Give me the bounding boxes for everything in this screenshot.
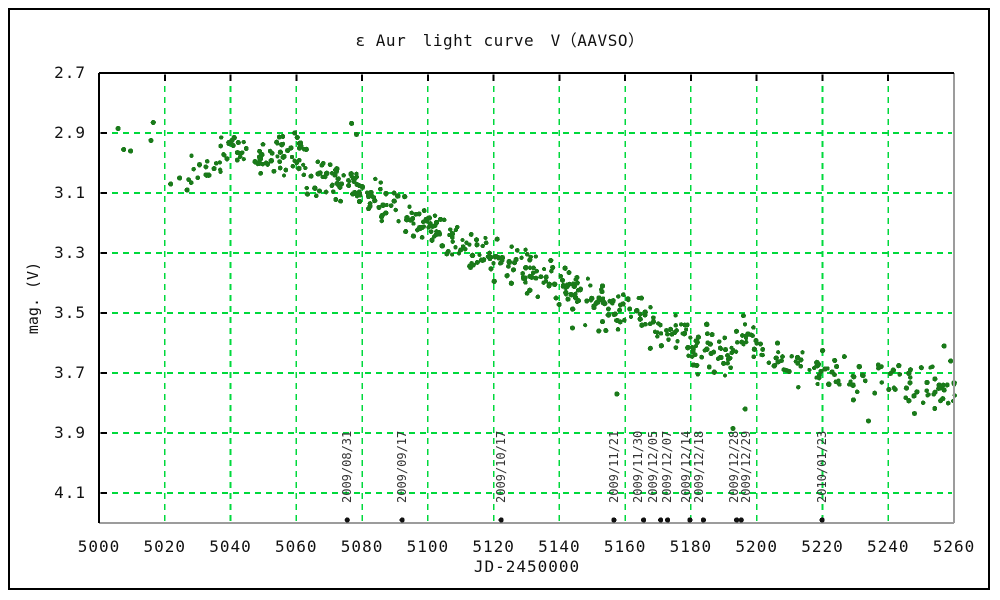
scatter-points (115, 119, 957, 432)
date-annotation-label: 2009/10/17 (494, 430, 509, 503)
y-axis-title: mag. (V) (24, 261, 42, 335)
window-border (8, 8, 990, 590)
date-annotation-label: 2009/12/05 (646, 430, 661, 503)
x-tick-label: 5260 (932, 537, 976, 556)
plot-area (98, 72, 957, 524)
y-tick-label: 3.1 (54, 183, 86, 202)
x-tick-label: 5180 (669, 537, 713, 556)
date-marker-dot (498, 517, 504, 523)
date-annotation-label: 2009/12/29 (738, 430, 753, 503)
x-axis-title: JD-2450000 (473, 557, 581, 576)
y-tick-label: 4.1 (54, 483, 86, 502)
date-annotation-label: 2009/12/18 (692, 430, 707, 503)
x-tick-label: 5240 (866, 537, 910, 556)
y-tick-label: 3.3 (54, 243, 86, 262)
date-marker-dot (658, 517, 664, 523)
date-annotation-label: 2009/08/31 (340, 430, 355, 503)
date-marker-dot (819, 517, 825, 523)
date-marker-dot (399, 517, 405, 523)
x-tick-label: 5100 (406, 537, 450, 556)
date-marker-dot (640, 517, 647, 523)
x-tick-label: 5120 (472, 537, 515, 556)
date-marker-dot (700, 517, 707, 523)
y-tick-label: 2.9 (54, 123, 86, 142)
y-tick-label: 3.7 (54, 363, 86, 382)
x-tick-label: 5040 (209, 537, 252, 556)
plot-border (98, 72, 955, 524)
x-tick-label: 5160 (603, 537, 647, 556)
date-annotation-label: 2009/09/17 (395, 430, 410, 503)
grid-lines (101, 75, 952, 521)
date-annotation-label: 2009/11/21 (606, 430, 621, 503)
x-tick-label: 5200 (735, 537, 778, 556)
x-tick-label: 5140 (538, 537, 581, 556)
axis-ticks (100, 74, 890, 494)
date-marker-dot (611, 517, 617, 523)
x-tick-label: 5060 (275, 537, 318, 556)
date-marker-dot (664, 517, 671, 523)
date-markers (344, 517, 825, 523)
date-marker-dot (738, 517, 744, 523)
x-tick-label: 5000 (77, 537, 121, 556)
x-tick-label: 5020 (143, 537, 187, 556)
date-marker-dot (734, 517, 740, 523)
date-marker-dot (344, 517, 350, 523)
x-tick-label: 5220 (801, 537, 844, 556)
date-annotation-label: 2010/01/23 (815, 430, 830, 503)
date-marker-dot (687, 517, 693, 523)
date-annotation-label: 2009/11/30 (631, 430, 646, 503)
y-tick-label: 2.7 (54, 63, 86, 82)
y-tick-label: 3.9 (54, 423, 86, 442)
plot-canvas (98, 72, 957, 524)
x-tick-label: 5080 (340, 537, 384, 556)
date-annotation-label: 2009/12/07 (659, 430, 674, 503)
y-tick-label: 3.5 (54, 303, 86, 322)
chart-title: ε Aur light curve V（AAVSO） (355, 31, 645, 50)
